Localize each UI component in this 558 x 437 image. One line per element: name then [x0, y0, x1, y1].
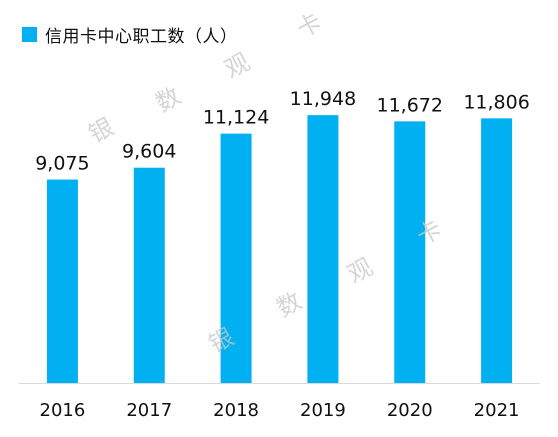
x-tick-label-2018: 2018	[213, 400, 259, 421]
data-label-2018: 11,124	[203, 107, 269, 129]
x-tick-label-2019: 2019	[300, 400, 346, 421]
bar-2020	[394, 121, 426, 384]
bar-2016	[46, 179, 78, 383]
x-tick-label-2016: 2016	[40, 400, 86, 421]
x-tick-label-2021: 2021	[474, 400, 520, 421]
x-tick-label-2017: 2017	[126, 400, 172, 421]
bar-2018	[220, 133, 252, 383]
data-label-2016: 9,075	[35, 153, 89, 175]
bar-2021	[481, 118, 513, 384]
data-label-2019: 11,948	[290, 88, 356, 110]
x-tick-label-2020: 2020	[387, 400, 433, 421]
bar-2017	[133, 167, 165, 383]
data-label-2021: 11,806	[463, 91, 529, 113]
legend-label: 信用卡中心职工数（人）	[45, 27, 238, 47]
legend-swatch	[22, 27, 37, 42]
data-label-2017: 9,604	[122, 141, 176, 163]
data-label-2020: 11,672	[377, 94, 443, 116]
chart-legend: 信用卡中心职工数（人）	[22, 22, 238, 47]
bar-2019	[307, 115, 339, 384]
